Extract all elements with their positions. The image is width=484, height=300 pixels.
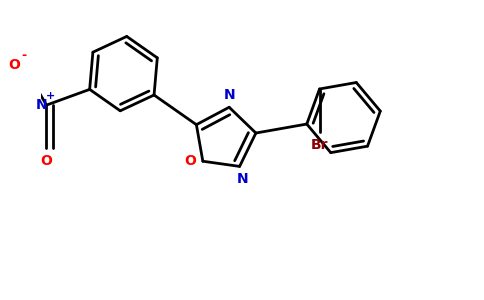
Text: -: - <box>21 49 26 62</box>
Text: N: N <box>36 98 48 112</box>
Text: Br: Br <box>311 138 328 152</box>
Text: N: N <box>223 88 235 102</box>
Text: O: O <box>184 154 196 168</box>
Text: O: O <box>9 58 20 72</box>
Text: O: O <box>41 154 52 168</box>
Text: +: + <box>46 92 55 101</box>
Text: N: N <box>237 172 248 186</box>
